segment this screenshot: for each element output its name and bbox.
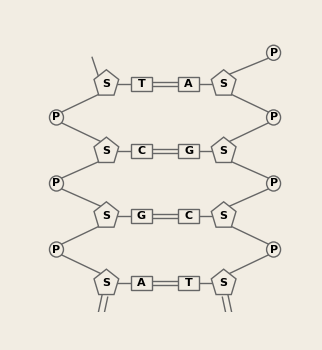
Text: G: G (137, 211, 146, 221)
Text: S: S (220, 211, 228, 221)
Text: T: T (185, 278, 193, 288)
Polygon shape (94, 137, 119, 162)
Circle shape (267, 242, 280, 257)
Text: P: P (270, 178, 278, 189)
FancyBboxPatch shape (178, 77, 199, 91)
Polygon shape (211, 269, 236, 295)
Text: A: A (185, 79, 193, 89)
Text: G: G (184, 146, 193, 156)
Text: S: S (220, 278, 228, 288)
Text: S: S (102, 79, 110, 89)
FancyBboxPatch shape (178, 209, 199, 223)
Text: P: P (270, 112, 278, 122)
Circle shape (50, 176, 63, 191)
Text: P: P (52, 245, 61, 254)
FancyBboxPatch shape (131, 209, 152, 223)
Polygon shape (94, 202, 119, 227)
Text: C: C (185, 211, 193, 221)
FancyBboxPatch shape (131, 77, 152, 91)
Polygon shape (94, 269, 119, 295)
Text: P: P (270, 48, 278, 58)
Text: S: S (102, 278, 110, 288)
FancyBboxPatch shape (131, 144, 152, 158)
Circle shape (50, 110, 63, 125)
Polygon shape (211, 70, 236, 95)
Text: P: P (270, 245, 278, 254)
Circle shape (267, 176, 280, 191)
Circle shape (267, 45, 280, 60)
Text: S: S (220, 146, 228, 156)
Text: P: P (52, 178, 61, 189)
Circle shape (50, 242, 63, 257)
Polygon shape (211, 202, 236, 227)
FancyBboxPatch shape (178, 276, 199, 290)
Text: S: S (102, 211, 110, 221)
Circle shape (267, 110, 280, 125)
Text: T: T (137, 79, 145, 89)
Polygon shape (211, 137, 236, 162)
Text: S: S (220, 79, 228, 89)
Text: C: C (137, 146, 145, 156)
Text: A: A (137, 278, 146, 288)
FancyBboxPatch shape (131, 276, 152, 290)
FancyBboxPatch shape (178, 144, 199, 158)
Polygon shape (94, 70, 119, 95)
Text: S: S (102, 146, 110, 156)
Text: P: P (52, 112, 61, 122)
